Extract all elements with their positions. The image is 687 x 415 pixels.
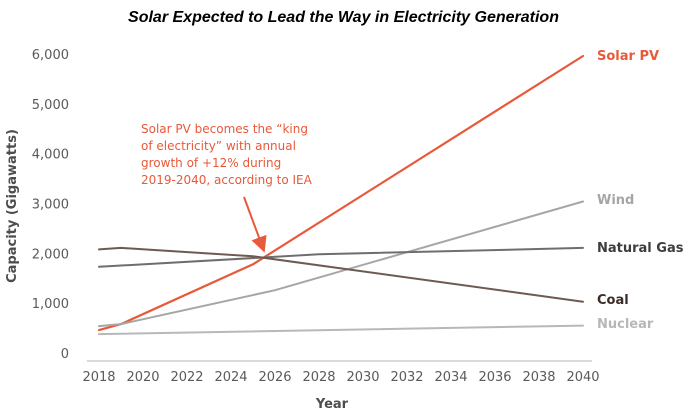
natural-gas-label: Natural Gas [597, 241, 684, 256]
annotation-text-line: growth of +12% during [141, 156, 281, 170]
x-tick-label: 2032 [390, 370, 423, 385]
annotation-arrow [243, 196, 267, 253]
y-axis-title: Capacity (Gigawatts) [5, 129, 20, 283]
natural-gas-line [98, 246, 584, 268]
wind-label: Wind [597, 193, 634, 208]
x-tick-label: 2022 [170, 370, 203, 385]
y-tick-label: 1,000 [32, 297, 69, 312]
x-tick-label: 2024 [214, 370, 247, 385]
x-tick-label: 2034 [434, 370, 467, 385]
solar-pv-line [97, 54, 585, 332]
axes: 0 1,000 2,000 3,000 4,000 5,000 6,000 2018 2020 2… [5, 48, 600, 412]
y-tick-label: 4,000 [32, 148, 69, 163]
y-tick-label: 2,000 [32, 247, 69, 262]
wind-line [98, 200, 584, 328]
x-tick-label: 2028 [302, 370, 335, 385]
y-tick-label: 0 [61, 347, 69, 362]
x-tick-label: 2018 [82, 370, 115, 385]
nuclear-line [98, 324, 584, 336]
chart-title: Solar Expected to Lead the Way in Electr… [128, 9, 559, 26]
coal-line [98, 246, 584, 303]
y-tick-label: 5,000 [32, 98, 69, 113]
x-tick-label: 2020 [126, 370, 159, 385]
y-tick-label: 3,000 [32, 198, 69, 213]
x-tick-label: 2036 [478, 370, 511, 385]
x-tick-label: 2040 [566, 370, 599, 385]
annotation-text-line: of electricity” with annual [141, 139, 296, 153]
y-tick-label: 6,000 [32, 48, 69, 63]
series-lines [97, 54, 585, 336]
nuclear-label: Nuclear [597, 317, 654, 332]
solar-pv-label: Solar PV [597, 49, 659, 64]
annotation: Solar PV becomes the “king of electricity… [141, 122, 313, 253]
coal-label: Coal [597, 293, 629, 308]
annotation-text-line: 2019-2040, according to IEA [141, 173, 313, 187]
x-axis-title: Year [315, 397, 349, 412]
series-labels: Solar PV Wind Natural Gas Coal Nuclear [597, 49, 684, 332]
x-tick-label: 2030 [346, 370, 379, 385]
x-tick-label: 2038 [522, 370, 555, 385]
annotation-text-line: Solar PV becomes the “king [141, 122, 308, 136]
x-tick-label: 2026 [258, 370, 291, 385]
